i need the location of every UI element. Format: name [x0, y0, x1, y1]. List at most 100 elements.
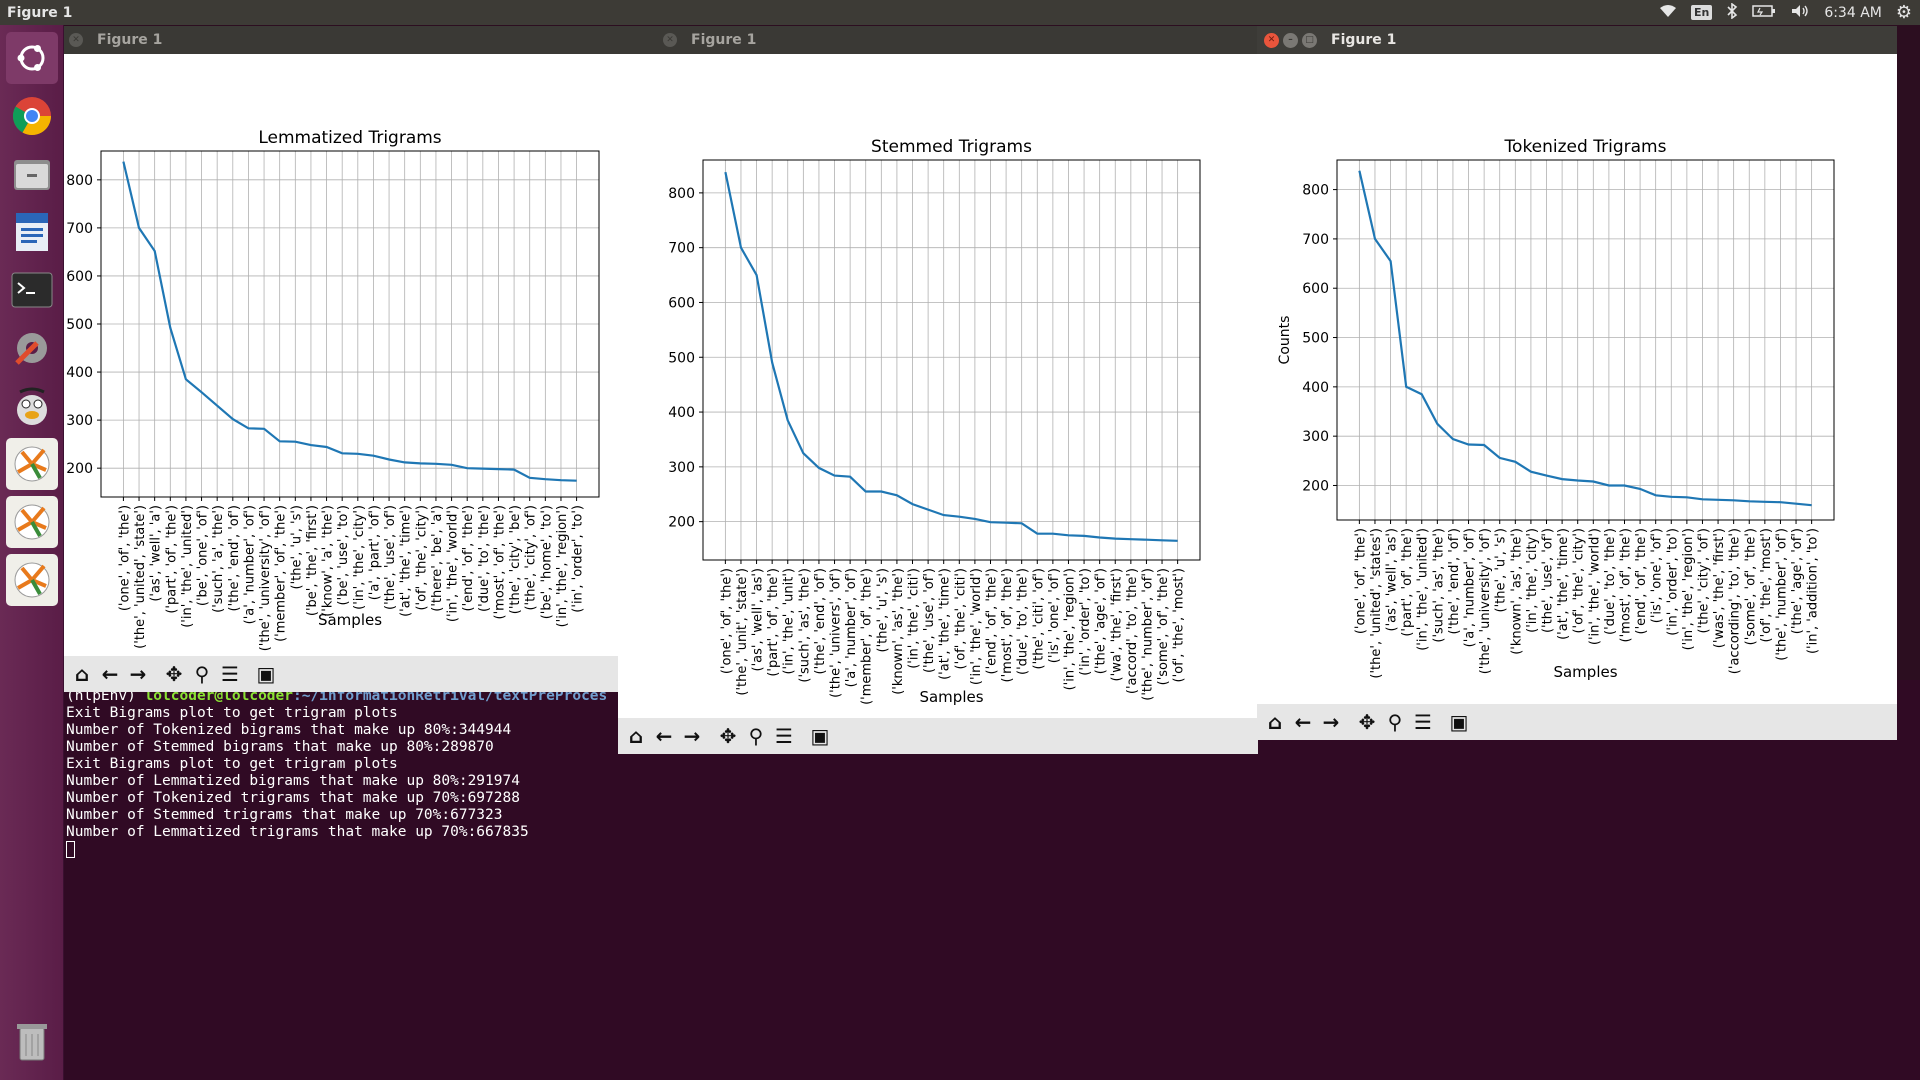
forward-icon[interactable]: → [1322, 710, 1340, 734]
figure-window-tokenized[interactable]: ✕ – □ Figure 1 200 300 400 500 600 700 800 ('on… [1257, 26, 1897, 740]
home-icon[interactable]: ⌂ [1267, 710, 1283, 734]
x-tick-label: ('member', 'of', 'the') [274, 505, 289, 642]
top-panel: Figure 1 En 6:34 AM ⚙ [0, 0, 1920, 25]
x-tick-label: ('of', 'the', 'most') [1759, 528, 1774, 642]
x-tick-label: ('due', 'to', 'the') [1016, 568, 1031, 675]
pan-icon[interactable]: ✥ [719, 724, 737, 748]
volume-icon[interactable] [1790, 3, 1810, 23]
save-icon[interactable]: ▣ [1449, 710, 1469, 734]
back-icon[interactable]: ← [655, 724, 673, 748]
zoom-icon[interactable]: ⚲ [194, 662, 210, 686]
x-tick-label: ('in', 'the', 'world') [1587, 528, 1602, 645]
home-icon[interactable]: ⌂ [628, 724, 644, 748]
x-tick-label: ('end', 'of', 'the') [984, 568, 999, 674]
save-icon[interactable]: ▣ [256, 662, 276, 686]
x-tick-label: ('be', 'home', 'to') [539, 505, 554, 619]
gimp-icon[interactable] [6, 380, 58, 432]
chart-stemmed-trigrams: 200 300 400 500 600 700 800 ('one', 'of', 'the'… [668, 137, 1201, 706]
matplotlib-figure-icon[interactable] [6, 438, 58, 490]
back-icon[interactable]: ← [101, 662, 119, 686]
zoom-icon[interactable]: ⚲ [1387, 710, 1403, 734]
forward-icon[interactable]: → [683, 724, 701, 748]
x-tick-label: ('in', 'the', 'unit') [782, 568, 797, 675]
matplotlib-figure-icon[interactable] [6, 496, 58, 548]
close-icon[interactable]: ✕ [663, 33, 677, 47]
close-icon[interactable]: ✕ [1264, 32, 1279, 48]
chart-tokenized-trigrams: 200 300 400 500 600 700 800 ('one', 'of', 'the'… [1277, 137, 1835, 681]
writer-icon[interactable] [6, 206, 58, 258]
window-title: Figure 1 [97, 32, 163, 48]
x-tick-label: ('the', 'united', 'states') [1369, 528, 1384, 679]
matplotlib-figure-icon[interactable] [6, 554, 58, 606]
wifi-icon[interactable] [1659, 4, 1677, 22]
x-tick-label: ('as', 'well', 'as') [1385, 528, 1400, 631]
x-tick-label: ('according', 'to', 'the') [1728, 528, 1743, 674]
series-line [122, 161, 577, 482]
trash-icon[interactable] [6, 1015, 58, 1067]
x-axis-label: Samples [318, 611, 382, 629]
home-icon[interactable]: ⌂ [74, 662, 90, 686]
x-tick-label: ('accord', 'to', 'the') [1125, 568, 1140, 694]
maximize-icon[interactable]: □ [1302, 32, 1317, 48]
window-titlebar[interactable]: ✕ – □ Figure 1 [1257, 26, 1897, 54]
x-tick-label: ('in', 'the', 'world') [446, 505, 461, 622]
pan-icon[interactable]: ✥ [1358, 710, 1376, 734]
bluetooth-icon[interactable] [1726, 1, 1738, 23]
keyboard-layout-indicator[interactable]: En [1690, 5, 1713, 20]
x-tick-label: ('know', 'a', 'the') [321, 505, 336, 617]
series-line [1358, 170, 1812, 507]
x-tick-label: ('there', 'be', 'a') [430, 505, 445, 612]
terminal-icon[interactable] [6, 264, 58, 316]
x-tick-label: ('in', 'order', 'to') [1665, 528, 1680, 636]
x-tick-label: ('the', 'number', 'of') [1140, 568, 1155, 701]
y-tick-label: 700 [1302, 232, 1329, 248]
figure-window-lemmatized[interactable]: ✕ Figure 1 200 300 400 500 600 700 800 ('one', … [64, 26, 660, 692]
terminal-line: Number of Stemmed bigrams that make up 8… [66, 739, 494, 755]
x-tick-label: ('a', 'number', 'of') [844, 568, 859, 687]
chrome-icon[interactable] [6, 90, 58, 142]
save-icon[interactable]: ▣ [810, 724, 830, 748]
x-tick-label: ('the', 'end', 'of') [813, 568, 828, 674]
x-tick-label: ('the', 'citi', 'of') [1031, 568, 1046, 669]
battery-icon[interactable] [1752, 4, 1776, 22]
configure-icon[interactable]: ☰ [1414, 710, 1432, 734]
x-tick-label: ('in', 'addition', 'to') [1806, 528, 1821, 654]
x-tick-label: ('end', 'of', 'the') [1634, 528, 1649, 634]
x-tick-label: ('one', 'of', 'the') [117, 505, 132, 611]
x-tick-label: ('some', 'of', 'the') [1743, 528, 1758, 645]
back-icon[interactable]: ← [1294, 710, 1312, 734]
x-tick-label: ('the', 'city', 'of') [1696, 528, 1711, 634]
x-tick-label: ('part', 'of', 'the') [164, 505, 179, 614]
axes-frame [100, 150, 600, 498]
x-tick-label: ('in', 'the', 'region') [1062, 568, 1077, 690]
y-tick-label: 500 [668, 350, 695, 366]
files-icon[interactable] [6, 148, 58, 200]
series-line [724, 171, 1178, 542]
window-titlebar[interactable]: ✕ Figure 1 [618, 26, 1258, 54]
x-tick-label: ('the', 'univers', 'of') [829, 568, 844, 698]
pan-icon[interactable]: ✥ [165, 662, 183, 686]
window-titlebar[interactable]: ✕ Figure 1 [64, 26, 660, 54]
zoom-icon[interactable]: ⚲ [748, 724, 764, 748]
forward-icon[interactable]: → [129, 662, 147, 686]
settings-icon[interactable] [6, 322, 58, 374]
x-tick-label: ('a', 'number', 'of') [1463, 528, 1478, 647]
x-tick-label: ('due', 'to', 'the') [477, 505, 492, 612]
y-tick-label: 300 [668, 460, 695, 476]
close-icon[interactable]: ✕ [69, 33, 83, 47]
minimize-icon[interactable]: – [1283, 32, 1298, 48]
x-tick-label: ('member', 'of', 'the') [860, 568, 875, 705]
ubuntu-dash-icon[interactable] [6, 32, 58, 84]
y-tick-label: 800 [66, 173, 93, 189]
x-tick-label: ('the', 'use', 'of') [922, 568, 937, 673]
clock[interactable]: 6:34 AM [1824, 4, 1882, 21]
gear-icon[interactable]: ⚙ [1895, 2, 1912, 23]
configure-icon[interactable]: ☰ [221, 662, 239, 686]
figure-window-stemmed[interactable]: ✕ Figure 1 200 300 400 500 600 700 800 ('one', … [618, 26, 1258, 754]
x-tick-label: ('in', 'the', 'world') [969, 568, 984, 685]
x-tick-label: ('known', 'as', 'the') [1509, 528, 1524, 655]
chart-title: Tokenized Trigrams [1504, 137, 1667, 157]
y-tick-label: 800 [668, 186, 695, 202]
x-tick-label: ('the', 'city', 'of') [524, 505, 539, 611]
configure-icon[interactable]: ☰ [775, 724, 793, 748]
